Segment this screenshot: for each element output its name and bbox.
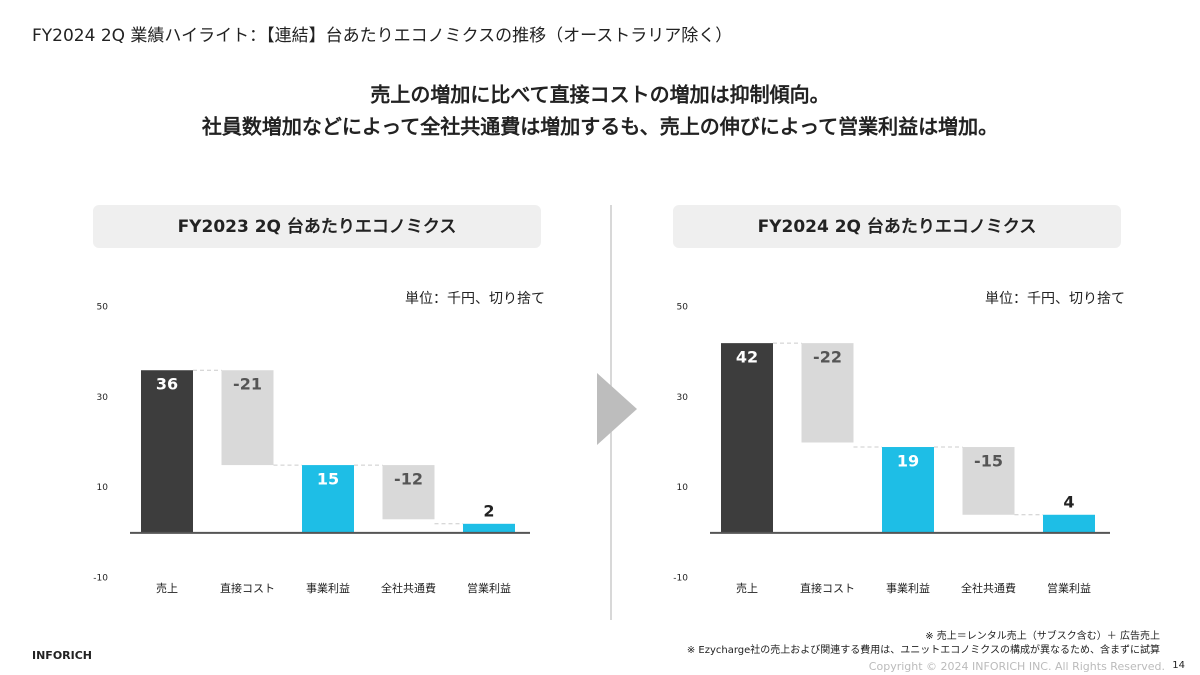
bar xyxy=(1043,514,1095,533)
footnote: ※ Ezycharge社の売上および関連する費用は、ユニットエコノミクスの構成が… xyxy=(687,643,1160,656)
bar xyxy=(302,465,354,533)
value-label: -15 xyxy=(974,452,1003,471)
y-tick-label: -10 xyxy=(93,574,108,584)
y-tick-label: -10 xyxy=(673,574,688,584)
footnote: ※ 売上＝レンタル売上（サブスク含む）＋ 広告売上 xyxy=(925,629,1160,642)
page-title: FY2024 2Q 業績ハイライト：【連結】台あたりエコノミクスの推移（オースト… xyxy=(32,26,732,46)
brand: INFORICH xyxy=(32,649,92,662)
bar xyxy=(801,343,854,443)
value-label: 2 xyxy=(483,501,494,520)
bar xyxy=(382,465,435,520)
x-tick-label: 全社共通費 xyxy=(961,581,1016,595)
y-tick-label: 50 xyxy=(677,303,689,313)
value-label: -12 xyxy=(394,470,423,489)
bar xyxy=(221,370,274,466)
x-tick-label: 営業利益 xyxy=(1047,581,1091,595)
arrow xyxy=(597,373,637,445)
x-tick-label: 事業利益 xyxy=(886,581,930,595)
y-tick-label: 10 xyxy=(97,483,109,493)
value-label: 42 xyxy=(736,348,758,367)
y-tick-label: 50 xyxy=(97,303,109,313)
x-tick-label: 売上 xyxy=(156,582,178,595)
headline: 社員数増加などによって全社共通費は増加するも、売上の伸びによって営業利益は増加。 xyxy=(201,115,998,139)
page-number: 14 xyxy=(1172,660,1185,671)
copyright: Copyright © 2024 INFORICH INC. All Right… xyxy=(869,660,1165,673)
value-label: -22 xyxy=(813,348,842,367)
x-tick-label: 直接コスト xyxy=(800,581,855,595)
x-tick-label: 営業利益 xyxy=(467,581,511,595)
bar xyxy=(463,523,515,533)
value-label: 15 xyxy=(317,470,339,489)
value-label: 19 xyxy=(897,452,919,471)
value-label: 4 xyxy=(1063,492,1074,511)
panel-title: FY2023 2Q 台あたりエコノミクス xyxy=(178,216,457,237)
x-tick-label: 売上 xyxy=(736,582,758,595)
y-tick-label: 30 xyxy=(677,393,689,403)
unit-note: 単位：千円、切り捨て xyxy=(405,290,545,307)
bar xyxy=(882,447,934,533)
x-tick-label: 事業利益 xyxy=(306,581,350,595)
bar xyxy=(141,370,193,533)
value-label: 36 xyxy=(156,375,178,394)
bar xyxy=(721,343,773,533)
y-tick-label: 30 xyxy=(97,393,109,403)
bar xyxy=(962,447,1015,515)
panel-title: FY2024 2Q 台あたりエコノミクス xyxy=(758,216,1037,237)
value-label: -21 xyxy=(233,375,262,394)
x-tick-label: 全社共通費 xyxy=(381,581,436,595)
headline: 売上の増加に比べて直接コストの増加は抑制傾向。 xyxy=(370,83,829,107)
panel-title-box xyxy=(93,205,541,248)
panel-title-box xyxy=(673,205,1121,248)
x-tick-label: 直接コスト xyxy=(220,581,275,595)
unit-note: 単位：千円、切り捨て xyxy=(985,290,1125,307)
y-tick-label: 10 xyxy=(677,483,689,493)
